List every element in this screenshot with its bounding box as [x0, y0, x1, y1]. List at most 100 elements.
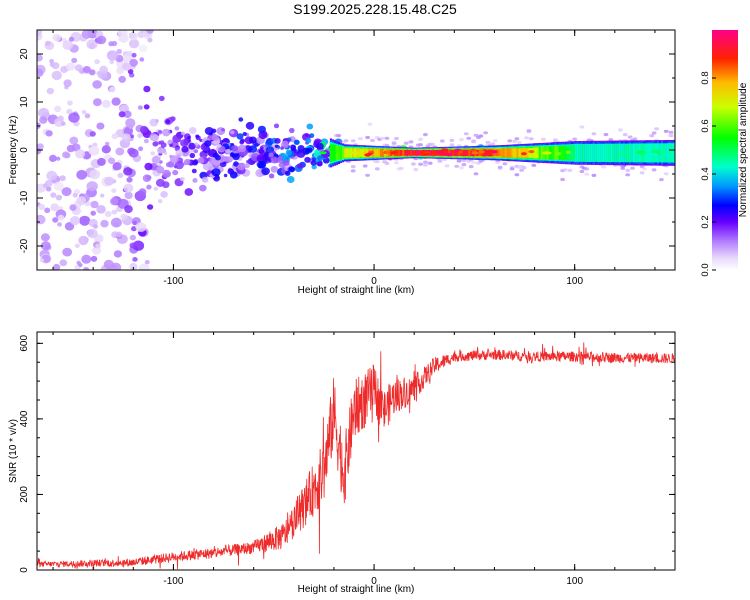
spectral-blob: [109, 60, 114, 65]
spectral-blob: [81, 254, 92, 264]
spectral-blob: [37, 214, 46, 225]
spectral-halo: [519, 168, 525, 172]
spectral-blob: [201, 176, 209, 183]
spectral-halo: [336, 134, 342, 138]
spectral-blob: [115, 231, 122, 238]
spectral-blob: [157, 163, 161, 167]
spectral-blob: [155, 119, 159, 123]
spectral-blob: [46, 170, 58, 181]
spectral-blob: [45, 130, 53, 137]
spectral-halo: [394, 136, 399, 141]
spectral-blob: [113, 250, 122, 258]
spectral-halo: [608, 138, 614, 142]
ridge-band: [562, 145, 565, 160]
spectral-blob: [60, 65, 68, 74]
spectral-blob: [317, 155, 324, 161]
spectral-blob: [192, 178, 198, 183]
spectral-blob: [124, 191, 133, 200]
spectral-blob: [278, 163, 283, 167]
ridge-band: [478, 149, 481, 157]
ridge-band: [450, 149, 453, 156]
spectral-halo: [483, 131, 488, 135]
spectral-blob: [102, 99, 111, 108]
spectral-halo: [418, 143, 423, 147]
spectral-halo: [512, 139, 517, 143]
spectral-blob: [268, 173, 275, 179]
ridge-hotspot: [366, 152, 373, 156]
spectral-blob: [143, 138, 149, 144]
spectral-blob: [100, 193, 105, 198]
spectral-halo: [365, 135, 370, 140]
spectral-halo: [642, 167, 647, 171]
spectral-blob: [72, 193, 78, 198]
spectral-blob: [258, 130, 268, 140]
ridge-band: [590, 143, 593, 162]
ridge-band: [496, 149, 499, 157]
ridge-band: [673, 143, 675, 163]
spectral-blob: [71, 57, 78, 64]
spectral-blob: [316, 161, 323, 167]
y-tick-label: 200: [19, 486, 30, 503]
ridge-band: [333, 144, 336, 161]
spectral-blob: [191, 168, 197, 174]
spectral-halo: [668, 130, 674, 134]
spectral-halo: [663, 172, 669, 176]
spectral-halo: [591, 132, 597, 136]
spectral-blob: [110, 197, 119, 206]
spectral-halo: [384, 143, 390, 147]
spectral-blob: [116, 67, 124, 75]
spectral-blob: [38, 203, 45, 210]
ridge-band: [663, 143, 666, 163]
spectral-halo: [449, 138, 455, 142]
spectral-blob: [81, 110, 87, 115]
spectral-blob: [128, 39, 140, 49]
ridge-band: [378, 148, 381, 157]
colorbar-label: Normalized spectral amplitude: [738, 82, 749, 217]
ridge-band: [552, 146, 555, 160]
spectral-blob: [290, 144, 297, 150]
spectral-halo: [454, 164, 460, 168]
ridge-band: [498, 149, 501, 157]
spectral-blob: [216, 143, 222, 148]
spectral-halo: [627, 135, 633, 139]
spectral-halo: [579, 125, 585, 129]
spectral-blob: [180, 139, 189, 147]
ridge-hotspot: [491, 150, 498, 154]
spectral-blob: [132, 257, 138, 262]
spectral-blob: [225, 156, 233, 163]
ridge-band: [416, 150, 419, 156]
ridge-band: [584, 143, 587, 162]
spectral-halo: [367, 122, 373, 126]
spectral-blob: [167, 139, 173, 144]
spectral-blob: [191, 143, 196, 148]
spectral-halo: [459, 166, 464, 170]
spectral-blob: [256, 160, 266, 169]
ridge-band: [468, 149, 471, 156]
spectral-blob: [95, 243, 101, 249]
spectral-blob: [221, 128, 225, 132]
spectral-blob: [162, 169, 172, 178]
spectral-blob: [231, 145, 239, 152]
spectral-halo: [423, 163, 428, 167]
x-tick-label: -100: [163, 576, 183, 587]
spectral-blob: [239, 140, 245, 145]
spectral-blob: [59, 175, 66, 182]
spectral-blob: [121, 133, 131, 142]
spectral-halo: [374, 167, 380, 171]
spectral-blob: [127, 147, 136, 155]
spectral-halo: [490, 142, 496, 146]
spectral-halo: [579, 169, 585, 174]
spectral-blob: [138, 188, 147, 196]
spectral-blob: [106, 50, 119, 61]
ridge-hotspot: [566, 150, 571, 154]
ridge-band: [665, 143, 668, 163]
spectral-blob: [75, 149, 86, 159]
ridge-hotspot: [314, 150, 320, 154]
spectral-blob: [109, 86, 116, 93]
spectral-blob: [93, 224, 98, 229]
ridge-band: [486, 149, 489, 157]
spectral-blob: [104, 141, 110, 146]
ridge-band: [612, 143, 615, 163]
spectral-blob: [46, 87, 54, 95]
